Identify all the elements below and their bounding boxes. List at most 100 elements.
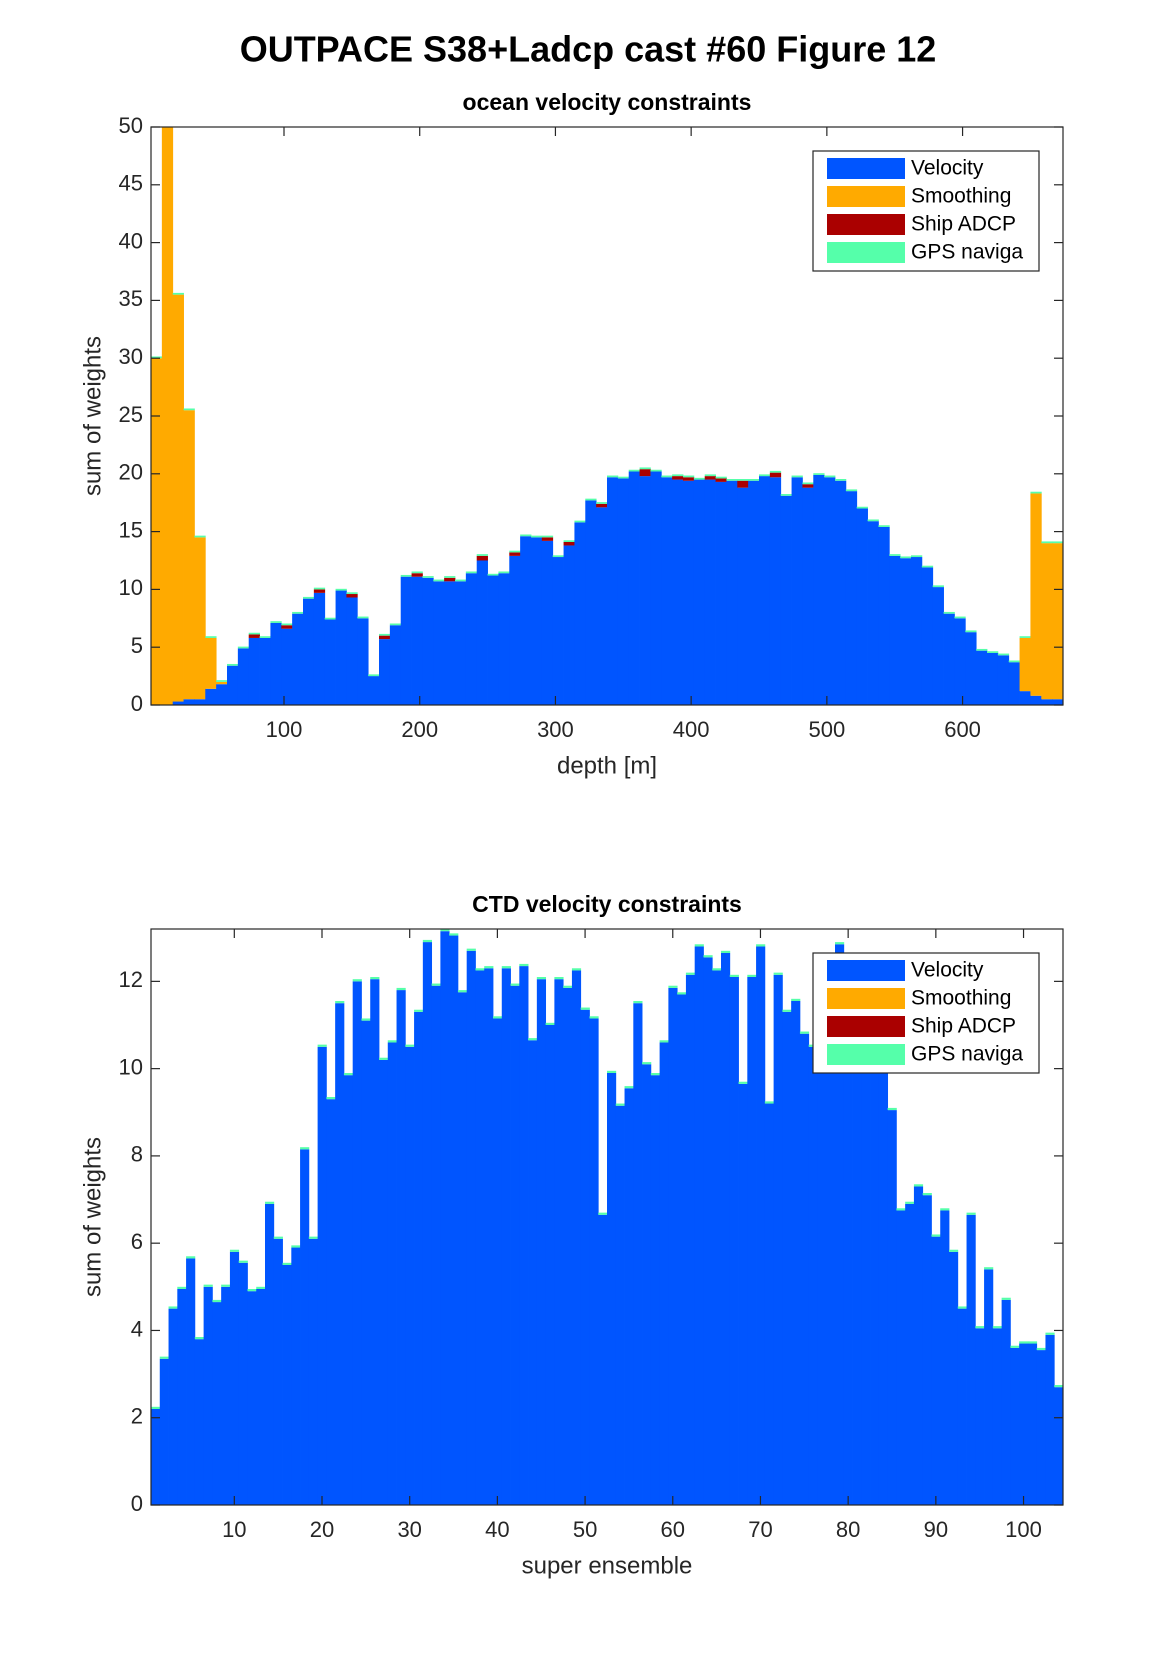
bar-segment (368, 674, 380, 677)
bar-segment (493, 1016, 503, 1019)
bar-segment (987, 651, 999, 653)
bar-segment (520, 536, 532, 705)
bar-segment (194, 1337, 205, 1340)
bar-segment (726, 479, 738, 481)
bar-segment (957, 1308, 967, 1505)
bar-segment (509, 552, 521, 556)
bar-segment (498, 573, 510, 705)
x-tick-label: 50 (573, 1517, 597, 1542)
x-axis-label: super ensemble (522, 1552, 693, 1579)
bar-segment (282, 1262, 292, 1265)
bar-segment (519, 966, 529, 1505)
bar-segment (661, 477, 673, 705)
bar-segment (554, 979, 564, 1505)
y-tick-label: 0 (131, 691, 143, 716)
bar-segment (161, 127, 174, 705)
bar-segment (396, 987, 406, 991)
bar-segment (824, 477, 836, 705)
bar-segment (693, 477, 706, 480)
bar-segment (528, 1038, 538, 1041)
bar-segment (475, 968, 485, 971)
bar-segment (987, 652, 999, 705)
bar-segment (379, 635, 391, 640)
bar-segment (922, 1193, 932, 1196)
bar-segment (501, 968, 511, 1505)
bar-segment (642, 1064, 652, 1505)
bar-segment (1019, 637, 1031, 692)
bar-segment (259, 636, 271, 638)
bar-segment (921, 565, 934, 568)
bar-segment (433, 581, 445, 705)
bar-segment (712, 970, 722, 1505)
bar-segment (685, 972, 696, 975)
bar-segment (780, 495, 792, 705)
bar-segment (379, 639, 391, 705)
bar-segment (997, 653, 1010, 656)
x-tick-label: 100 (1005, 1517, 1042, 1542)
bar-segment (291, 1245, 301, 1248)
bar-segment (536, 979, 547, 1505)
y-tick-label: 6 (131, 1229, 143, 1254)
bar-segment (422, 939, 433, 943)
bar-segment (313, 589, 326, 593)
bar-segment (889, 555, 901, 705)
bar-segment (475, 970, 485, 1505)
bar-segment (607, 477, 619, 705)
bar-segment (683, 477, 695, 481)
bar-segment (683, 480, 695, 705)
bar-segment (598, 1214, 608, 1505)
bar-segment (151, 356, 163, 359)
x-tick-label: 600 (944, 717, 981, 742)
bar-segment (248, 632, 260, 635)
legend-label: GPS naviga (911, 1043, 1023, 1066)
bar-segment (352, 979, 362, 982)
bar-segment (949, 1249, 959, 1252)
bar-segment (808, 1046, 818, 1505)
bar-segment (368, 676, 380, 705)
bar-segment (896, 1208, 906, 1211)
bar-segment (931, 1234, 941, 1237)
bar-segment (221, 1286, 231, 1505)
bar-segment (248, 634, 260, 638)
bar-segment (172, 294, 184, 702)
legend-label: Ship ADCP (911, 213, 1016, 236)
bar-segment (878, 526, 890, 705)
chart-title: ocean velocity constraints (463, 89, 752, 115)
legend-swatch (827, 1016, 905, 1037)
bar-segment (476, 554, 488, 556)
bar-segment (281, 625, 293, 629)
bar-segment (607, 1070, 617, 1073)
bar-segment (617, 478, 630, 705)
bar-segment (1041, 543, 1053, 700)
bar-segment (845, 489, 858, 492)
bar-segment (628, 469, 640, 472)
bar-segment (747, 977, 757, 1505)
bar-segment (650, 471, 662, 705)
bar-segment (596, 502, 608, 504)
bar-segment (650, 1075, 661, 1505)
x-tick-label: 60 (661, 1517, 685, 1542)
bar-segment (598, 1212, 608, 1215)
bar-segment (300, 1149, 310, 1505)
bar-segment (997, 655, 1010, 705)
bar-segment (541, 537, 554, 541)
bar-segment (975, 1326, 985, 1329)
bar-segment (650, 1073, 661, 1076)
bar-segment (715, 481, 727, 705)
bar-segment (861, 994, 871, 1505)
bar-segment (357, 616, 369, 619)
bar-segment (265, 1201, 275, 1204)
bar-segment (1054, 1387, 1063, 1505)
bar-segment (317, 1046, 327, 1505)
bar-segment (194, 537, 206, 700)
bar-segment (229, 1249, 240, 1252)
bar-segment (335, 590, 347, 705)
legend-swatch (827, 960, 905, 981)
bar-segment (878, 1038, 889, 1505)
bar-segment (615, 1105, 625, 1505)
legend-label: Velocity (911, 157, 984, 180)
bar-segment (335, 588, 347, 591)
bar-segment (229, 1251, 240, 1505)
bar-segment (911, 555, 923, 558)
bar-segment (259, 637, 271, 705)
